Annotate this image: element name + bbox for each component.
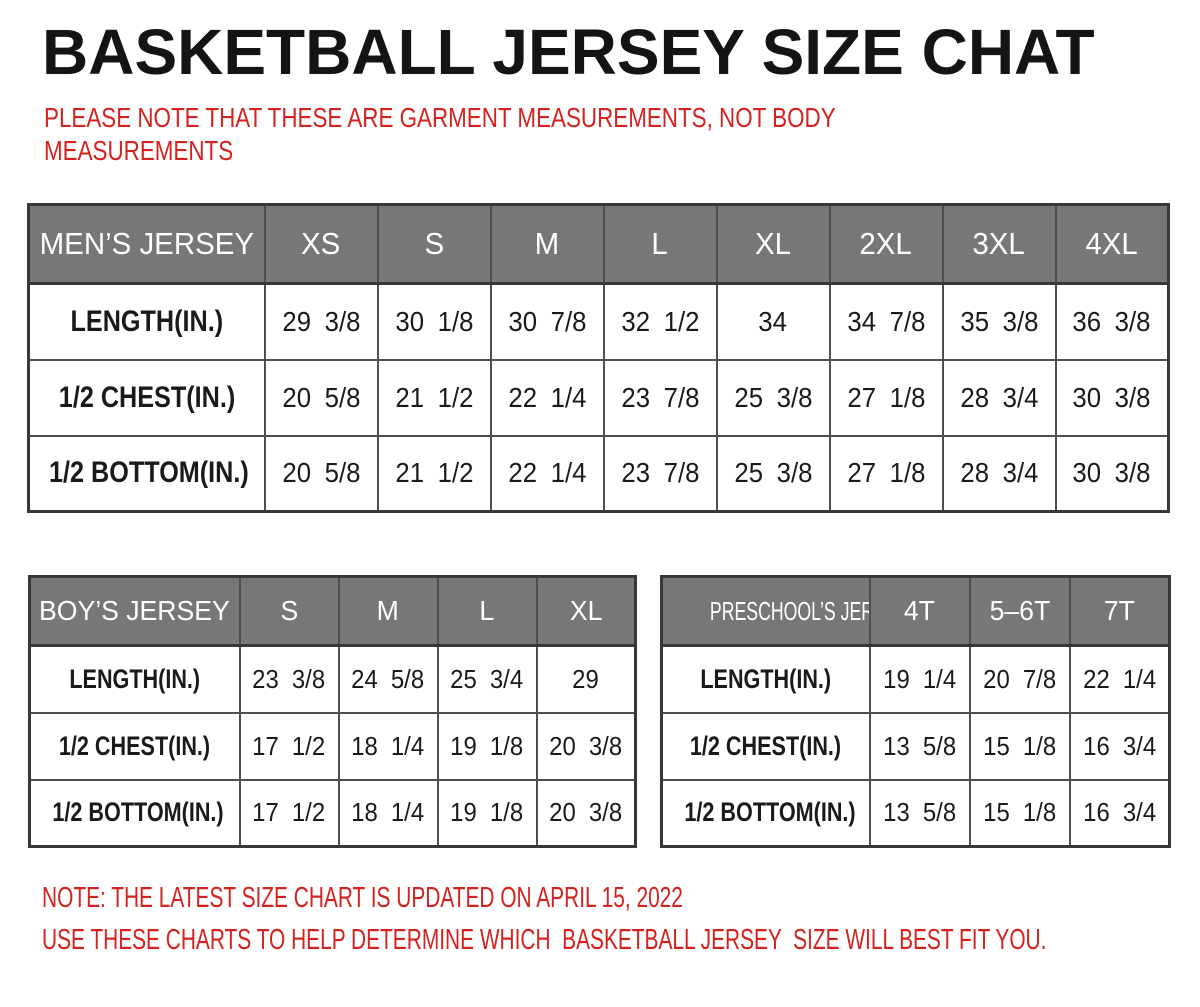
value-cell: 34: [715, 282, 831, 361]
value-cell: 36 3/8: [1054, 282, 1170, 361]
value-cell: 19 1/8: [436, 778, 538, 848]
table-title-cell: MEN’S JERSEY: [27, 203, 266, 285]
value-cell: 23 3/8: [238, 644, 340, 714]
measurement-row: 1/2 CHEST(IN.) 17 1/2 18 1/4 19 1/8 20 3/8: [28, 711, 637, 781]
row-label-cell: LENGTH(IN.): [660, 644, 871, 714]
value-cell: 17 1/2: [238, 711, 340, 781]
size-header-cell: XS: [263, 203, 379, 285]
value-cell: 30 3/8: [1054, 434, 1170, 513]
value-cell: 32 1/2: [602, 282, 718, 361]
size-header-cell: XL: [715, 203, 831, 285]
measurement-row: 1/2 BOTTOM(IN.) 20 5/8 21 1/2 22 1/4 23 7/8 2…: [27, 434, 1170, 513]
value-cell: 22 1/4: [489, 358, 605, 437]
value-cell: 27 1/8: [828, 358, 944, 437]
value-cell: 21 1/2: [376, 434, 492, 513]
value-cell: 20 7/8: [968, 644, 1071, 714]
row-label-cell: 1/2 CHEST(IN.): [660, 711, 871, 781]
row-label-cell: LENGTH(IN.): [28, 644, 241, 714]
measurement-row: LENGTH(IN.) 23 3/8 24 5/8 25 3/4 29: [28, 644, 637, 714]
measurement-row: LENGTH(IN.) 19 1/4 20 7/8 22 1/4: [660, 644, 1171, 714]
value-cell: 30 1/8: [376, 282, 492, 361]
measurement-row: 1/2 BOTTOM(IN.) 13 5/8 15 1/8 16 3/4: [660, 778, 1171, 848]
value-cell: 25 3/8: [715, 358, 831, 437]
size-header-cell: 4XL: [1054, 203, 1170, 285]
header-row: BOY’S JERSEY S M L XL: [28, 575, 637, 647]
value-cell: 28 3/4: [941, 358, 1057, 437]
size-header-cell: 7T: [1068, 575, 1171, 647]
size-header-cell: 5–6T: [968, 575, 1071, 647]
garment-measurements-note: PLEASE NOTE THAT THESE ARE GARMENT MEASU…: [44, 101, 1034, 167]
value-cell: 20 3/8: [535, 711, 637, 781]
value-cell: 29: [535, 644, 637, 714]
row-label-cell: 1/2 BOTTOM(IN.): [28, 778, 241, 848]
measurement-row: 1/2 CHEST(IN.) 13 5/8 15 1/8 16 3/4: [660, 711, 1171, 781]
size-header-cell: L: [602, 203, 718, 285]
value-cell: 34 7/8: [828, 282, 944, 361]
measurement-row: 1/2 BOTTOM(IN.) 17 1/2 18 1/4 19 1/8 20 3/8: [28, 778, 637, 848]
size-header-cell: M: [337, 575, 439, 647]
value-cell: 16 3/4: [1068, 778, 1171, 848]
value-cell: 30 3/8: [1054, 358, 1170, 437]
value-cell: 23 7/8: [602, 358, 718, 437]
size-header-cell: L: [436, 575, 538, 647]
size-header-cell: 2XL: [828, 203, 944, 285]
value-cell: 18 1/4: [337, 711, 439, 781]
page-title: BASKETBALL JERSEY SIZE CHAT: [42, 16, 1095, 88]
value-cell: 30 7/8: [489, 282, 605, 361]
table-title-cell: PRESCHOOL’S JERSEY: [660, 575, 871, 647]
update-date-note: NOTE: THE LATEST SIZE CHART IS UPDATED O…: [42, 882, 683, 914]
value-cell: 25 3/4: [436, 644, 538, 714]
value-cell: 20 3/8: [535, 778, 637, 848]
header-row: MEN’S JERSEY XS S M L XL 2XL 3XL 4XL: [27, 203, 1170, 285]
value-cell: 27 1/8: [828, 434, 944, 513]
value-cell: 22 1/4: [489, 434, 605, 513]
garment-note-line-1: PLEASE NOTE THAT THESE ARE GARMENT MEASU…: [44, 102, 836, 133]
value-cell: 17 1/2: [238, 778, 340, 848]
value-cell: 20 5/8: [263, 434, 379, 513]
row-label-cell: 1/2 CHEST(IN.): [28, 711, 241, 781]
row-label-cell: 1/2 BOTTOM(IN.): [660, 778, 871, 848]
fit-advice-note: USE THESE CHARTS TO HELP DETERMINE WHICH…: [42, 924, 1047, 956]
value-cell: 21 1/2: [376, 358, 492, 437]
value-cell: 28 3/4: [941, 434, 1057, 513]
size-header-cell: 3XL: [941, 203, 1057, 285]
value-cell: 29 3/8: [263, 282, 379, 361]
value-cell: 35 3/8: [941, 282, 1057, 361]
value-cell: 20 5/8: [263, 358, 379, 437]
mens-jersey-size-table: MEN’S JERSEY XS S M L XL 2XL 3XL 4XL LENGTH(IN.) 2…: [27, 203, 1170, 513]
size-header-cell: M: [489, 203, 605, 285]
preschools-jersey-size-table: PRESCHOOL’S JERSEY4T5–6T7TLENGTH(IN.)19 …: [660, 575, 1171, 848]
measurement-row: LENGTH(IN.) 29 3/8 30 1/8 30 7/8 32 1/2 34 34 …: [27, 282, 1170, 361]
table-title-cell: BOY’S JERSEY: [28, 575, 241, 647]
row-label-cell: 1/2 CHEST(IN.): [27, 358, 266, 437]
size-header-cell: S: [238, 575, 340, 647]
row-label-cell: 1/2 BOTTOM(IN.): [27, 434, 266, 513]
value-cell: 18 1/4: [337, 778, 439, 848]
value-cell: 23 7/8: [602, 434, 718, 513]
measurement-row: 1/2 CHEST(IN.) 20 5/8 21 1/2 22 1/4 23 7/8 25…: [27, 358, 1170, 437]
boys-jersey-size-table: BOY’S JERSEY S M L XL LENGTH(IN.) 23 3/8 24 5/8…: [28, 575, 637, 848]
garment-note-line-2: MEASUREMENTS: [44, 135, 234, 166]
value-cell: 13 5/8: [868, 778, 971, 848]
value-cell: 22 1/4: [1068, 644, 1171, 714]
size-header-cell: 4T: [868, 575, 971, 647]
row-label-cell: LENGTH(IN.): [27, 282, 266, 361]
value-cell: 25 3/8: [715, 434, 831, 513]
value-cell: 15 1/8: [968, 778, 1071, 848]
value-cell: 16 3/4: [1068, 711, 1171, 781]
value-cell: 15 1/8: [968, 711, 1071, 781]
value-cell: 13 5/8: [868, 711, 971, 781]
value-cell: 19 1/4: [868, 644, 971, 714]
size-header-cell: S: [376, 203, 492, 285]
size-header-cell: XL: [535, 575, 637, 647]
value-cell: 24 5/8: [337, 644, 439, 714]
value-cell: 19 1/8: [436, 711, 538, 781]
